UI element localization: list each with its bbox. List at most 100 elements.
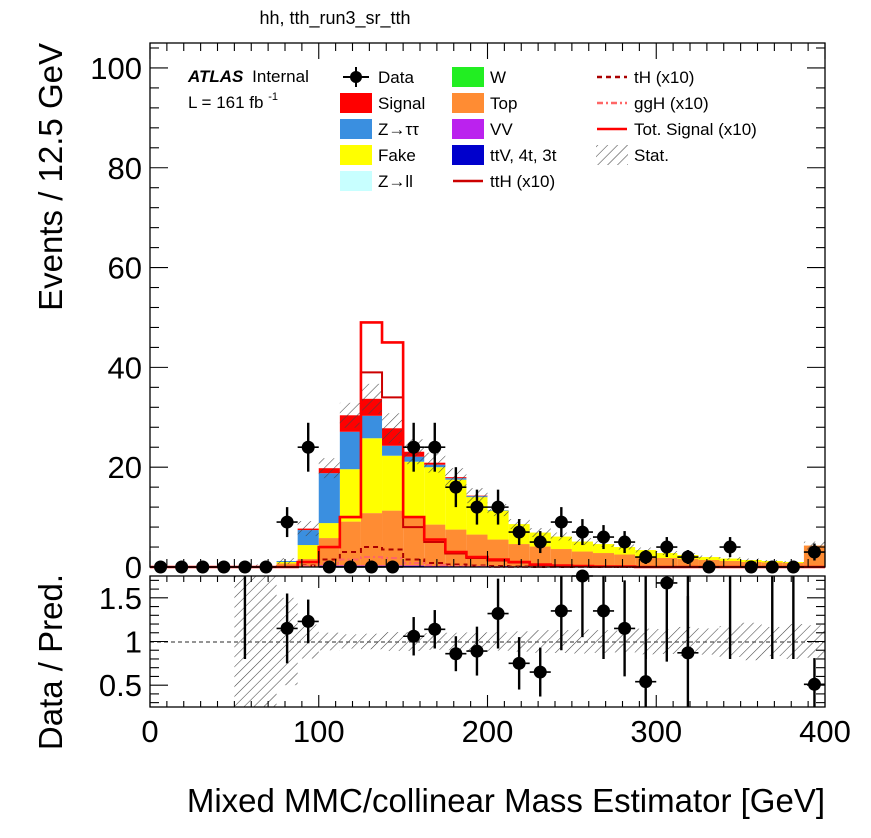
- stack-bar-5-20: [571, 541, 593, 552]
- stack-bar-2-18: [529, 546, 551, 567]
- legend-item-vv: VV: [452, 119, 513, 139]
- data-point-16: [491, 500, 505, 514]
- stack-bar-5-16: [487, 510, 509, 540]
- ratio-band-28: [740, 622, 762, 661]
- data-point-13: [428, 440, 442, 454]
- ratio-points: [243, 569, 825, 707]
- data-point-20: [575, 525, 589, 539]
- ratio-point-4: [449, 647, 463, 661]
- legend-item-stat: Stat.: [596, 145, 669, 165]
- stack-bar-2-10: [360, 513, 383, 566]
- legend-marker-data: [350, 71, 362, 83]
- legend-item-tth: ttH (x10): [453, 172, 555, 191]
- stack-bar-6-11: [382, 445, 404, 456]
- legend-item-top: Top: [452, 93, 517, 113]
- lumi-sup: -1: [268, 91, 278, 103]
- main-ytick-label-20: 20: [108, 450, 142, 485]
- lumi-prefix: L = 161 fb: [188, 93, 263, 112]
- main-y-axis-title: Events / 12.5 GeV: [32, 43, 69, 311]
- legend-label-ttv: ttV, 4t, 3t: [490, 146, 557, 165]
- legend-label-zll: Z→ll: [378, 172, 413, 191]
- atlas-label: ATLAS Internal: [187, 67, 309, 86]
- legend-label-w: W: [490, 68, 506, 87]
- ratio-point-16: [807, 677, 821, 691]
- ratio-point-11: [597, 604, 611, 618]
- stack-bar-6-9: [339, 431, 361, 470]
- legend-label-ggh: ggH (x10): [634, 94, 709, 113]
- legend-item-ttv: ttV, 4t, 3t: [452, 145, 557, 165]
- legend-item-totsig: Tot. Signal (x10): [597, 120, 757, 139]
- legend-swatch-fake: [340, 145, 372, 165]
- legend-label-tth: ttH (x10): [490, 172, 555, 191]
- stat-hatch-28: [740, 558, 762, 562]
- legend-label-ztautau: Z→ττ: [378, 120, 419, 139]
- legend-label-vv: VV: [490, 120, 513, 139]
- stack-bar-2-21: [592, 553, 615, 567]
- stack-bar-5-13: [424, 467, 446, 525]
- data-point-25: [681, 550, 695, 564]
- legend-swatch-w: [452, 67, 484, 87]
- ratio-point-8: [533, 665, 547, 679]
- ratio-panel: 0.5 1 1.5 0 100 200 300 400 Data / Pred. Mixed…: [32, 569, 851, 819]
- data-point-17: [512, 525, 526, 539]
- chart-title: hh, tth_run3_sr_tth: [259, 8, 410, 29]
- ratio-ytick-label-1: 1: [125, 625, 142, 660]
- legend: Data Signal Z→ττ Fake Z→ll W Top VV ttV, 4t, 3t t…: [340, 67, 757, 191]
- x-tick-label-200: 200: [462, 714, 514, 749]
- data-point-7: [301, 440, 315, 454]
- ratio-point-6: [491, 607, 505, 621]
- ratio-point-9: [554, 604, 568, 618]
- stack-bar-5-11: [382, 455, 404, 511]
- legend-swatch-top: [452, 93, 484, 113]
- stat-hatch-9: [339, 402, 361, 428]
- ratio-point-0: [280, 621, 294, 635]
- legend-swatch-ttv: [452, 145, 484, 165]
- main-ytick-label-60: 60: [108, 251, 142, 286]
- stack-bar-5-8: [318, 523, 340, 539]
- legend-label-stat: Stat.: [634, 146, 669, 165]
- ratio-ticks: [149, 576, 826, 707]
- stack-bar-2-19: [550, 549, 572, 567]
- stack-bar-2-20: [571, 551, 593, 567]
- stack-bar-5-10: [360, 438, 383, 514]
- x-axis-title: Mixed MMC/collinear Mass Estimator [GeV]: [187, 782, 825, 819]
- atlas-internal: Internal: [252, 67, 309, 86]
- data-points: [150, 422, 825, 574]
- legend-item-w: W: [452, 67, 506, 87]
- ratio-y-axis-title: Data / Pred.: [32, 574, 69, 750]
- data-point-24: [660, 540, 674, 554]
- data-point-19: [554, 515, 568, 529]
- ratio-point-1: [301, 614, 315, 628]
- ratio-band-9: [339, 634, 361, 649]
- ratio-band-26: [698, 628, 720, 655]
- legend-hatch-stat: [596, 145, 628, 165]
- legend-label-fake: Fake: [378, 146, 416, 165]
- legend-label-totsig: Tot. Signal (x10): [634, 120, 757, 139]
- stack-bar-2-9: [339, 521, 361, 566]
- data-point-23: [639, 550, 653, 564]
- stack-bar-6-10: [360, 415, 383, 439]
- stack-bar-2-16: [487, 539, 509, 567]
- stack-bar-2-15: [466, 534, 488, 567]
- stack-bar-6-8: [318, 473, 340, 524]
- stack-bar-5-7: [297, 545, 319, 560]
- x-tick-label-400: 400: [799, 714, 851, 749]
- lumi-label: L = 161 fb -1: [188, 91, 278, 112]
- stack-bar-2-22: [614, 554, 636, 567]
- stat-hatch-8: [318, 458, 340, 479]
- ratio-ytick-label-0: 0.5: [99, 668, 142, 703]
- main-ytick-label-0: 0: [125, 550, 142, 585]
- main-panel: 0 20 40 60 80 100 Events / 12.5 GeV: [32, 42, 826, 585]
- ratio-band-8: [318, 632, 340, 651]
- ratio-band-18: [529, 630, 551, 653]
- x-tick-label-100: 100: [293, 714, 345, 749]
- stat-hatch-27: [719, 557, 741, 561]
- legend-swatch-ztautau: [340, 119, 372, 139]
- ratio-point-12: [618, 621, 632, 635]
- ratio-point-2: [407, 629, 421, 643]
- legend-swatch-signal: [340, 93, 372, 113]
- legend-item-signal: Signal: [340, 93, 425, 113]
- legend-item-zll: Z→ll: [340, 171, 413, 191]
- data-point-18: [533, 535, 547, 549]
- stack-bar-2-12: [403, 518, 425, 566]
